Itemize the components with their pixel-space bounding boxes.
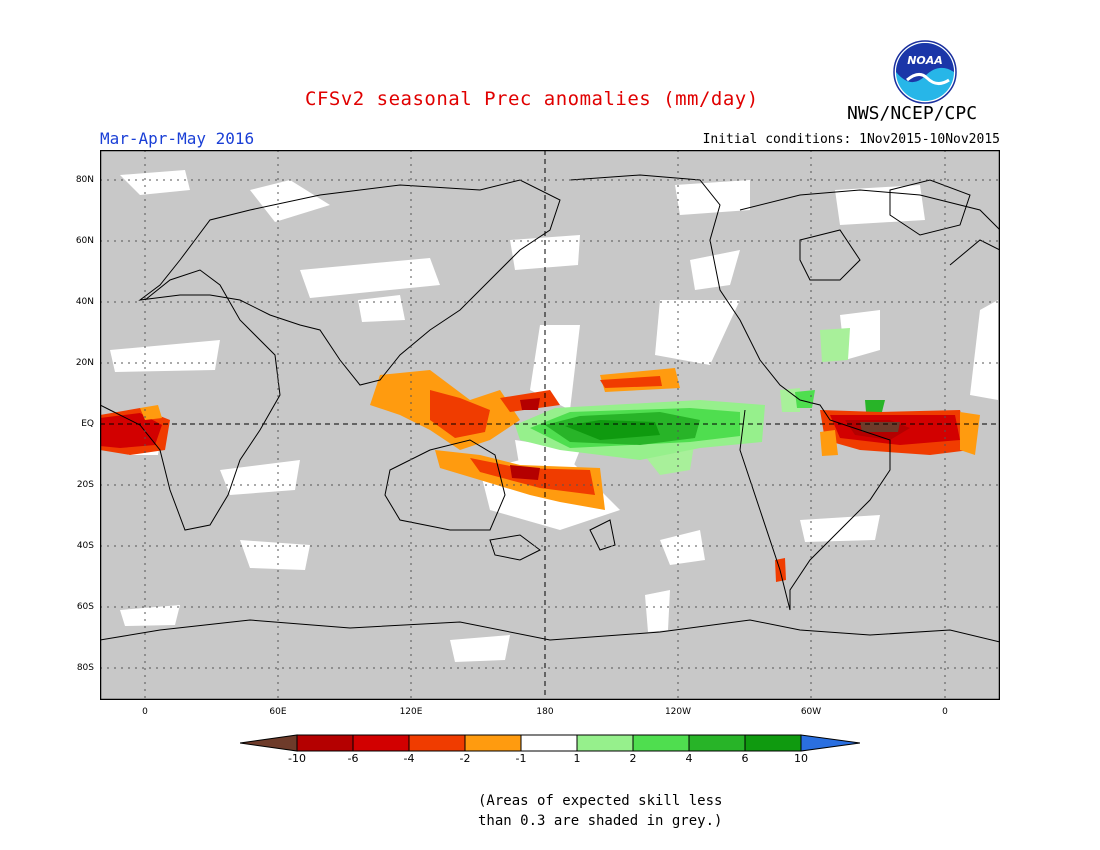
colorbar-tick: 4: [685, 752, 693, 765]
colorbar-segment: [632, 734, 690, 752]
lon-label-180: 180: [536, 707, 554, 717]
colorbar: [240, 734, 860, 752]
colorbar-segment: [520, 734, 578, 752]
map-grid: [100, 150, 1000, 700]
equator-dateline: [100, 150, 1000, 700]
colorbar-segment: [352, 734, 410, 752]
colorbar-segment: [576, 734, 634, 752]
lat-label-60s: 60S: [76, 602, 94, 612]
lat-label-20s: 20S: [76, 480, 94, 490]
lat-label-60n: 60N: [75, 236, 94, 246]
lon-label-120w: 120W: [664, 707, 692, 717]
season-label: Mar-Apr-May 2016: [100, 129, 255, 148]
lat-label-20n: 20N: [75, 358, 94, 368]
positive-anomaly-band: [515, 390, 885, 460]
precip-anomaly-map: [100, 150, 1000, 700]
colorbar-tick: -2: [459, 752, 471, 765]
colorbar-tick: -1: [515, 752, 527, 765]
map-title: CFSv2 seasonal Prec anomalies (mm/day): [305, 88, 759, 110]
lat-label-eq: EQ: [81, 419, 94, 429]
lat-label-40s: 40S: [76, 541, 94, 551]
colorbar-tick: 10: [794, 752, 808, 765]
colorbar-tick: -4: [403, 752, 415, 765]
colorbar-tick: 1: [573, 752, 581, 765]
colorbar-segment: [464, 734, 522, 752]
map-frame: [100, 150, 1000, 700]
colorbar-segment: [688, 734, 746, 752]
colorbar-segment: [296, 734, 354, 752]
lon-label-0-left: 0: [142, 707, 148, 717]
noaa-logo: NOAA: [893, 40, 957, 104]
lat-label-80s: 80S: [76, 663, 94, 673]
colorbar-tick: 6: [741, 752, 749, 765]
lon-label-60e: 60E: [269, 707, 287, 717]
colorbar-tick: -6: [347, 752, 359, 765]
lon-label-0-right: 0: [942, 707, 948, 717]
colorbar-segment: [408, 734, 466, 752]
lat-label-80n: 80N: [75, 175, 94, 185]
skill-footnote-line1: (Areas of expected skill less: [478, 793, 723, 809]
skill-footnote: (Areas of expected skill less than 0.3 a…: [478, 791, 722, 831]
colorbar-high-arrow: [800, 734, 860, 752]
colorbar-low-arrow: [240, 734, 298, 752]
lon-label-60w: 60W: [800, 707, 822, 717]
lat-label-40n: 40N: [75, 297, 94, 307]
skill-footnote-line2: than 0.3 are shaded in grey.): [478, 813, 723, 829]
colorbar-tick: 2: [629, 752, 637, 765]
noaa-logo-text: NOAA: [907, 54, 943, 67]
colorbar-segment: [744, 734, 802, 752]
initial-conditions-label: Initial conditions: 1Nov2015-10Nov2015: [702, 132, 1000, 147]
coastlines: [100, 174, 1000, 643]
agency-label: NWS/NCEP/CPC: [847, 103, 978, 124]
negative-anomaly-regions: [100, 368, 980, 582]
lon-label-120e: 120E: [399, 707, 423, 717]
colorbar-tick: -10: [288, 752, 306, 765]
